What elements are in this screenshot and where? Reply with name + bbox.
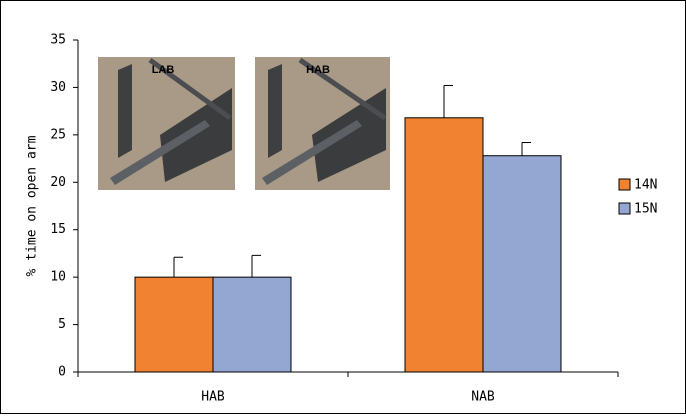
bar [135,277,213,372]
y-tick-label: 30 [50,80,66,95]
inset-photo: LAB [98,57,235,190]
y-tick-label: 20 [50,175,66,190]
inset-label: LAB [152,64,175,76]
y-tick-label: 35 [50,33,66,48]
y-tick-label: 25 [50,127,66,142]
x-tick-label: NAB [471,390,495,405]
y-tick-label: 15 [50,222,66,237]
bar [213,277,291,372]
inset-label: HAB [306,64,330,76]
x-tick-label: HAB [201,390,225,405]
y-axis-label: % time on open arm [25,135,40,276]
legend-label: 14N [634,178,657,193]
legend-swatch [619,179,630,190]
bar [483,156,561,372]
legend-swatch [619,203,630,214]
y-tick-label: 5 [58,317,66,332]
y-tick-label: 0 [58,365,66,380]
chart: % time on open arm LAB HAB 0 5 10 15 20 25 30 3… [0,0,686,417]
inset-photo: HAB [255,57,390,190]
legend-label: 15N [634,202,657,217]
y-tick-label: 10 [50,270,66,285]
bar [405,118,483,372]
